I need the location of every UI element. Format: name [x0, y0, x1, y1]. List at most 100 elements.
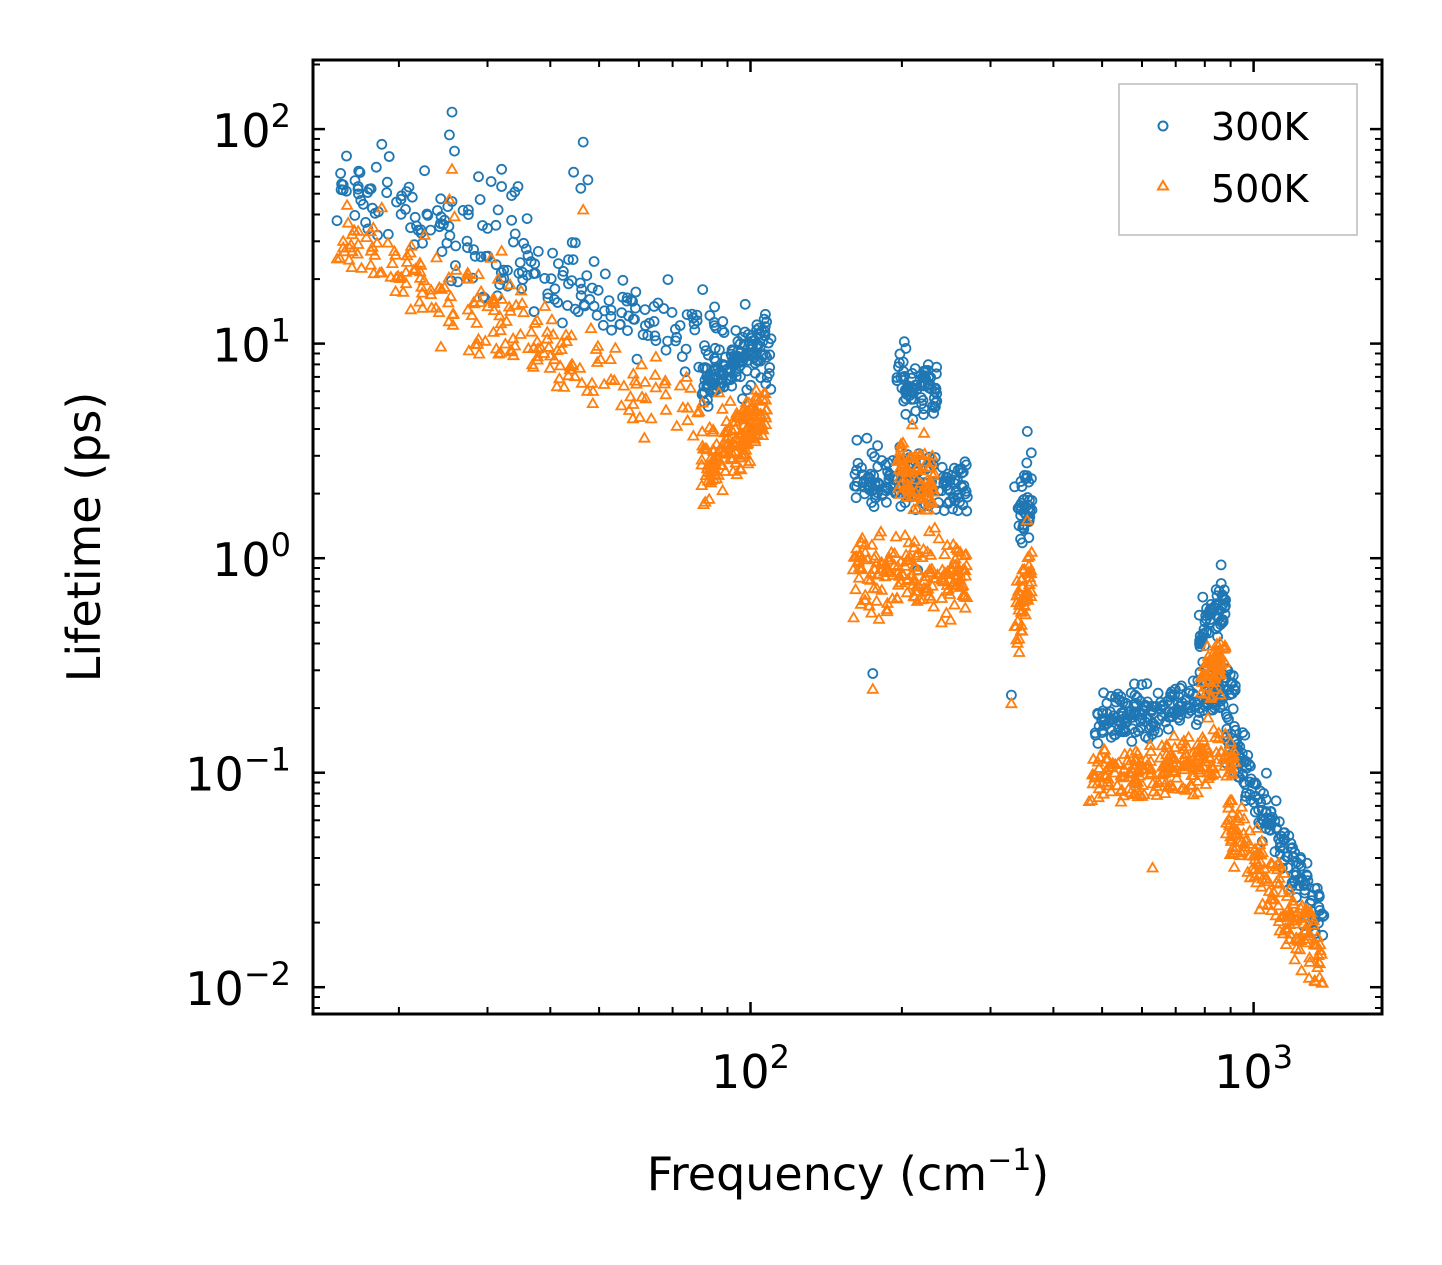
point-500k: [1118, 747, 1132, 759]
point-300k: [1021, 425, 1033, 437]
point-300k: [1130, 706, 1142, 718]
point-300k: [579, 300, 591, 312]
point-500k: [746, 405, 760, 417]
point-500k: [1288, 953, 1302, 965]
point-300k: [514, 257, 526, 269]
point-300k: [549, 283, 561, 295]
point-500k: [728, 415, 742, 427]
point-500k: [1127, 787, 1141, 799]
point-300k: [1176, 680, 1187, 692]
point-300k: [528, 268, 540, 280]
point-500k: [920, 455, 934, 467]
point-500k: [858, 588, 872, 600]
point-300k: [764, 349, 776, 361]
point-500k: [1015, 604, 1029, 616]
point-500k: [545, 312, 559, 325]
point-500k: [1248, 842, 1262, 854]
point-300k: [670, 323, 681, 335]
point-500k: [728, 422, 742, 434]
point-300k: [1270, 795, 1282, 807]
point-300k: [867, 668, 879, 679]
point-500k: [622, 403, 636, 415]
point-500k: [354, 261, 369, 273]
point-300k: [764, 362, 775, 373]
point-500k: [573, 361, 587, 373]
point-500k: [1289, 941, 1303, 954]
point-500k: [923, 476, 937, 488]
point-500k: [370, 236, 384, 248]
point-500k: [957, 590, 971, 602]
point-500k: [400, 255, 414, 267]
point-300k: [337, 179, 349, 191]
point-300k: [681, 309, 693, 321]
point-500k: [692, 404, 706, 417]
point-300k: [449, 260, 461, 271]
point-300k: [1227, 670, 1239, 682]
point-300k: [1205, 599, 1217, 610]
point-300k: [755, 355, 766, 367]
point-300k: [901, 389, 913, 401]
point-500k: [730, 467, 744, 480]
point-500k: [633, 410, 647, 422]
point-500k: [1283, 908, 1298, 920]
point-300k: [718, 381, 730, 392]
point-300k: [739, 339, 751, 351]
point-500k: [870, 556, 884, 568]
point-500k: [575, 376, 589, 388]
point-300k: [337, 184, 349, 196]
point-500k: [867, 581, 881, 593]
point-300k: [1215, 559, 1227, 571]
point-500k: [1313, 943, 1327, 956]
point-500k: [855, 551, 869, 563]
point-500k: [445, 162, 459, 174]
point-300k: [1025, 447, 1037, 459]
point-500k: [471, 291, 485, 303]
point-300k: [1250, 779, 1262, 790]
x-tick-label: 102: [711, 1038, 790, 1099]
legend-label-300k: 300K: [1211, 105, 1310, 149]
point-300k: [1313, 889, 1325, 900]
legend-marker-300k: [1157, 120, 1169, 132]
point-500k: [514, 284, 528, 296]
point-300k: [575, 182, 587, 194]
point-500k: [1316, 976, 1330, 988]
point-500k: [1196, 733, 1211, 746]
point-500k: [1014, 573, 1028, 585]
point-500k: [333, 251, 347, 263]
point-300k: [881, 496, 892, 508]
point-300k: [648, 315, 660, 327]
point-500k: [515, 296, 529, 308]
point-300k: [1241, 762, 1253, 774]
point-300k: [360, 216, 372, 228]
point-500k: [941, 582, 956, 594]
point-300k: [576, 283, 588, 295]
point-500k: [404, 302, 418, 315]
point-500k: [748, 421, 762, 433]
point-300k: [697, 362, 709, 374]
point-300k: [1092, 738, 1104, 749]
plot-frame: [311, 58, 1384, 1016]
point-500k: [1004, 696, 1018, 709]
point-500k: [1299, 936, 1313, 948]
point-300k: [709, 320, 720, 332]
y-tick-label: 101: [212, 312, 291, 373]
point-500k: [530, 353, 545, 365]
point-500k: [1209, 745, 1223, 758]
point-500k: [938, 566, 952, 578]
point-500k: [721, 430, 735, 442]
point-300k: [425, 224, 437, 236]
point-500k: [1085, 793, 1099, 805]
point-500k: [903, 451, 917, 463]
point-300k: [761, 371, 773, 383]
point-300k: [512, 181, 524, 192]
point-300k: [335, 167, 347, 179]
point-300k: [586, 282, 598, 294]
point-500k: [1269, 908, 1283, 921]
legend: 300K 500K: [1118, 83, 1358, 236]
point-500k: [1114, 795, 1128, 807]
point-500k: [560, 334, 574, 346]
point-500k: [1286, 897, 1300, 909]
point-500k: [1217, 642, 1231, 654]
point-300k: [929, 402, 940, 413]
point-500k: [508, 339, 522, 351]
